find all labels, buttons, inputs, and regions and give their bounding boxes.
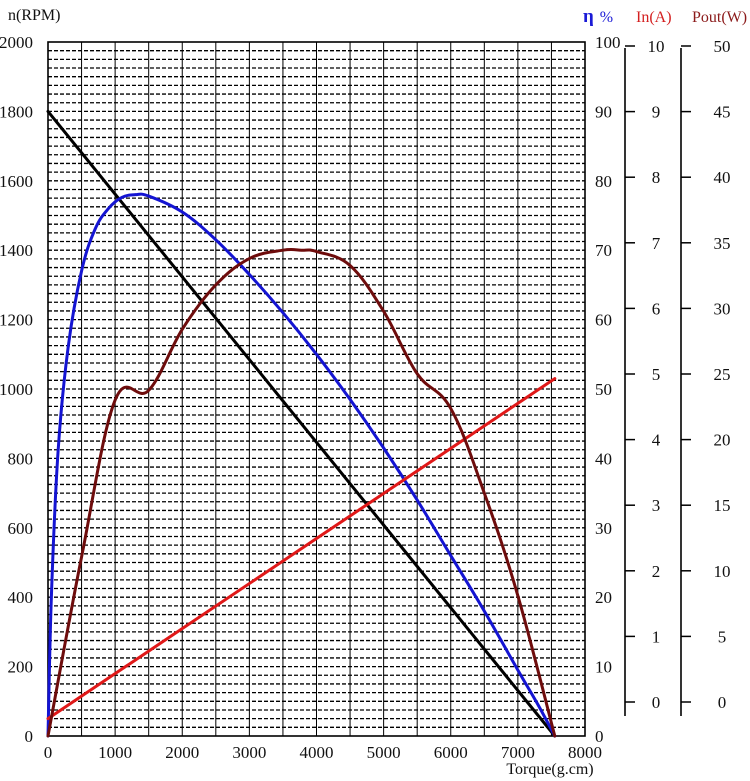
x-tick-label: 7000 xyxy=(501,743,535,762)
power-tick-label: 30 xyxy=(714,299,731,318)
power-curve xyxy=(46,247,557,738)
efficiency-tick-label: 30 xyxy=(595,519,612,538)
current-tick-label: 7 xyxy=(652,234,661,253)
efficiency-tick-label: 50 xyxy=(595,380,612,399)
speed-tick-label: 1800 xyxy=(0,102,33,121)
speed-tick-label: 1000 xyxy=(0,380,33,399)
efficiency-tick-label: 60 xyxy=(595,311,612,330)
x-axis-title: Torque(g.cm) xyxy=(506,761,593,778)
chart-grid xyxy=(48,42,585,736)
current-tick-label: 2 xyxy=(652,562,661,581)
power-tick-label: 45 xyxy=(714,103,731,122)
chart-curves xyxy=(46,109,557,738)
current-tick-label: 0 xyxy=(652,693,661,712)
x-tick-label: 4000 xyxy=(300,743,334,762)
current-axis-title: In(A) xyxy=(636,9,672,26)
x-tick-label: 3000 xyxy=(232,743,266,762)
current-tick-label: 8 xyxy=(652,168,661,187)
x-tick-label: 1000 xyxy=(98,743,132,762)
speed-tick-label: 1400 xyxy=(0,241,33,260)
efficiency-tick-label: 0 xyxy=(595,727,604,746)
power-tick-label: 35 xyxy=(714,234,731,253)
power-tick-label: 0 xyxy=(718,693,727,712)
speed-axis-title: n(RPM) xyxy=(8,7,60,24)
current-tick-label: 6 xyxy=(652,299,661,318)
chart-labels: 0 1000 2000 3000 4000 5000 6000 7000 8000Torque(… xyxy=(0,6,747,778)
efficiency-tick-label: 80 xyxy=(595,172,612,191)
efficiency-tick-label: 70 xyxy=(595,241,612,260)
chart-axes xyxy=(47,41,691,737)
x-tick-label: 5000 xyxy=(367,743,401,762)
power-tick-label: 15 xyxy=(714,496,731,515)
current-tick-label: 1 xyxy=(652,627,661,646)
efficiency-tick-label: 20 xyxy=(595,588,612,607)
power-axis-title: Pout(W) xyxy=(692,9,747,26)
power-tick-label: 50 xyxy=(714,37,731,56)
power-tick-label: 10 xyxy=(714,562,731,581)
speed-curve xyxy=(46,109,557,738)
plot-frame xyxy=(47,41,586,737)
x-tick-label: 8000 xyxy=(568,743,602,762)
x-tick-label: 6000 xyxy=(434,743,468,762)
efficiency-curve xyxy=(46,192,557,738)
power-tick-label: 20 xyxy=(714,431,731,450)
efficiency-tick-label: 90 xyxy=(595,102,612,121)
efficiency-tick-label: 100 xyxy=(595,33,621,52)
speed-tick-label: 800 xyxy=(8,449,34,468)
efficiency-axis-title: η% xyxy=(583,6,613,27)
speed-tick-label: 2000 xyxy=(0,33,33,52)
power-tick-label: 5 xyxy=(718,627,727,646)
speed-tick-label: 0 xyxy=(25,727,34,746)
speed-tick-label: 1600 xyxy=(0,172,33,191)
speed-tick-label: 400 xyxy=(8,588,34,607)
current-tick-label: 10 xyxy=(648,37,665,56)
speed-tick-label: 1200 xyxy=(0,311,33,330)
current-tick-label: 3 xyxy=(652,496,661,515)
speed-tick-label: 600 xyxy=(8,519,34,538)
x-tick-label: 2000 xyxy=(165,743,199,762)
current-tick-label: 4 xyxy=(652,431,661,450)
power-tick-label: 25 xyxy=(714,365,731,384)
current-tick-label: 5 xyxy=(652,365,661,384)
speed-tick-label: 200 xyxy=(8,658,34,677)
x-tick-label: 0 xyxy=(44,743,53,762)
current-tick-label: 9 xyxy=(652,103,661,122)
efficiency-tick-label: 10 xyxy=(595,658,612,677)
efficiency-tick-label: 40 xyxy=(595,449,612,468)
current-curve xyxy=(46,377,557,721)
power-tick-label: 40 xyxy=(714,168,731,187)
